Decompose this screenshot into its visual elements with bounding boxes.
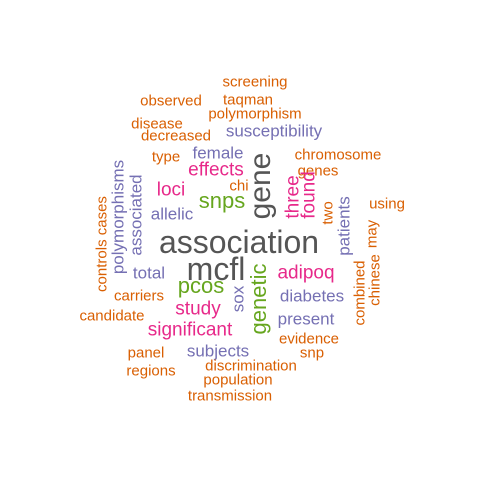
word-controls-cases: controls cases	[93, 196, 111, 292]
word-study: study	[175, 298, 221, 320]
word-susceptibility: susceptibility	[225, 121, 323, 141]
word-subjects: subjects	[186, 341, 250, 361]
word-sox: sox	[228, 285, 248, 313]
word-population: population	[203, 371, 273, 389]
word-may: may	[363, 219, 381, 249]
word-present: present	[277, 309, 335, 329]
word-allelic: allelic	[150, 204, 194, 224]
word-effects: effects	[188, 159, 244, 181]
word-transmission: transmission	[187, 387, 273, 405]
word-significant: significant	[147, 319, 233, 341]
word-chinese: chinese	[366, 254, 384, 306]
word-screening: screening	[222, 73, 288, 91]
word-type: type	[151, 148, 181, 166]
word-chi: chi	[229, 177, 249, 195]
word-disease: disease	[131, 115, 183, 133]
word-polymorphisms: polymorphisms	[108, 159, 128, 275]
word-carriers: carriers	[113, 287, 165, 305]
word-discrimination: discrimination	[205, 357, 297, 375]
word-polymorphism: polymorphism	[208, 105, 302, 123]
word-observed: observed	[140, 92, 202, 110]
word-chromosome: chromosome	[294, 146, 382, 164]
word-snps: snps	[198, 188, 246, 213]
word-two: two	[319, 201, 337, 225]
word-genes: genes	[297, 162, 339, 180]
word-association: association	[158, 224, 320, 260]
word-taqman: taqman	[222, 91, 274, 109]
word-candidate: candidate	[79, 307, 145, 325]
word-decreased: decreased	[140, 127, 212, 145]
word-diabetes: diabetes	[279, 286, 345, 306]
word-loci: loci	[156, 179, 186, 201]
word-snp: snp	[299, 344, 325, 362]
word-using: using	[369, 195, 405, 213]
word-pcos: pcos	[177, 273, 225, 298]
word-regions: regions	[126, 362, 176, 380]
word-total: total	[132, 263, 166, 283]
word-panel: panel	[127, 344, 165, 362]
word-genetic: genetic	[246, 263, 271, 335]
word-combined: combined	[351, 260, 369, 326]
word-patients: patients	[334, 196, 354, 256]
word-female: female	[192, 143, 244, 163]
word-evidence: evidence	[278, 330, 340, 348]
word-mcfl: mcfl	[186, 251, 246, 287]
word-associated: associated	[126, 174, 146, 256]
word-gene: gene	[244, 152, 277, 220]
word-adipoq: adipoq	[277, 262, 335, 284]
word-found: found	[298, 171, 320, 219]
